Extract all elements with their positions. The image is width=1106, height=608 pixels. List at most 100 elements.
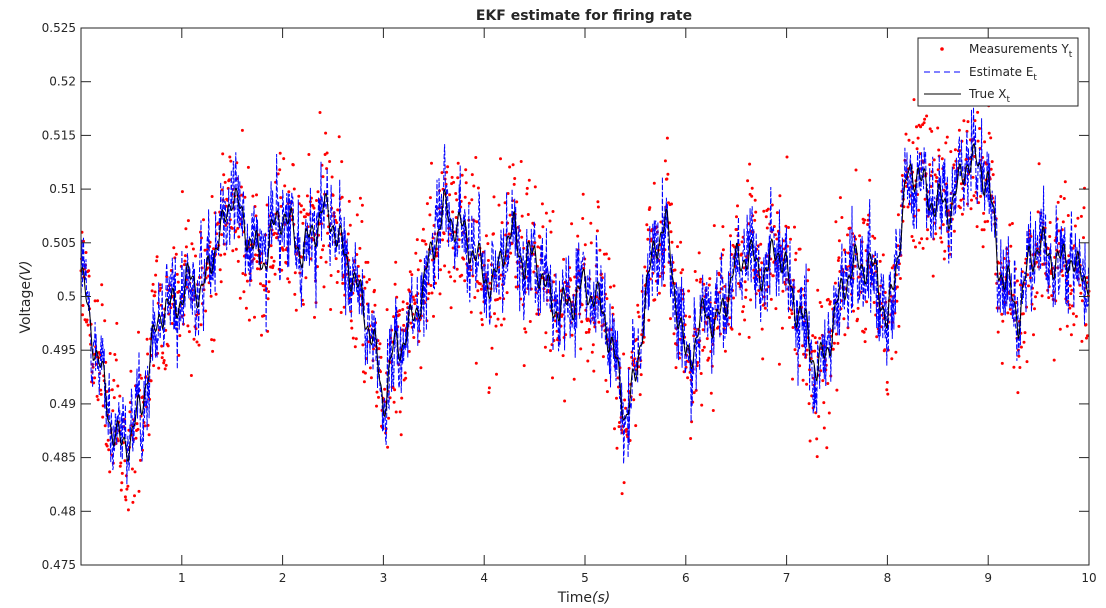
measurement-point: [897, 324, 901, 328]
x-tick-label: 6: [682, 571, 690, 585]
measurement-point: [474, 156, 478, 159]
measurement-point: [637, 315, 641, 319]
measurement-point: [560, 313, 564, 317]
measurement-point: [976, 139, 980, 143]
measurement-point: [1035, 291, 1039, 295]
measurement-point: [432, 314, 435, 318]
measurement-point: [101, 415, 105, 419]
measurement-point: [410, 273, 414, 277]
measurement-point: [780, 326, 784, 330]
measurement-point: [340, 195, 344, 199]
measurement-point: [155, 259, 159, 263]
measurement-point: [508, 213, 512, 217]
measurement-point: [251, 194, 255, 198]
measurement-point: [469, 310, 473, 314]
measurement-point: [760, 261, 764, 265]
measurement-point: [912, 98, 916, 102]
measurement-point: [1010, 222, 1014, 225]
y-tick-label: 0.485: [42, 451, 76, 465]
measurement-point: [925, 237, 929, 241]
measurement-point: [816, 288, 820, 292]
y-tick-label: 0.495: [42, 343, 76, 357]
measurement-point: [192, 337, 196, 341]
measurement-point: [270, 256, 274, 259]
measurement-point: [863, 218, 867, 222]
measurement-point: [305, 194, 309, 198]
measurement-point: [341, 281, 345, 285]
measurement-point: [358, 196, 362, 200]
measurement-point: [748, 162, 752, 166]
measurement-point: [413, 301, 417, 305]
measurement-point: [348, 223, 352, 227]
measurement-point: [325, 151, 329, 155]
measurement-point: [589, 241, 593, 245]
measurement-point: [241, 272, 245, 275]
measurement-point: [267, 280, 271, 284]
measurement-point: [349, 319, 353, 323]
measurement-point: [135, 422, 139, 426]
measurement-point: [100, 303, 104, 307]
measurement-point: [723, 349, 727, 353]
measurement-point: [921, 246, 925, 250]
measurement-point: [149, 379, 153, 383]
measurement-point: [596, 200, 600, 204]
measurement-point: [975, 225, 979, 229]
measurement-point: [503, 201, 507, 205]
measurement-point: [177, 353, 181, 357]
measurement-point: [1069, 333, 1073, 337]
measurement-point: [137, 330, 140, 334]
measurement-point: [928, 127, 932, 131]
measurement-point: [1034, 295, 1037, 299]
measurement-point: [299, 204, 303, 208]
measurement-point: [743, 318, 747, 322]
measurement-point: [1006, 311, 1010, 315]
measurement-point: [85, 318, 89, 322]
measurement-point: [513, 177, 517, 180]
y-tick-label: 0.5: [57, 290, 76, 304]
measurement-point: [96, 299, 100, 303]
measurement-point: [832, 341, 836, 345]
measurement-point: [328, 160, 332, 163]
y-tick-label: 0.505: [42, 236, 76, 250]
measurement-point: [442, 232, 446, 236]
measurement-point: [494, 324, 498, 328]
measurement-point: [665, 136, 669, 140]
measurement-point: [379, 355, 383, 359]
measurement-point: [562, 257, 566, 261]
measurement-point: [618, 421, 621, 424]
measurement-point: [269, 244, 273, 248]
measurement-point: [498, 296, 502, 300]
measurement-point: [544, 211, 548, 215]
measurement-point: [805, 382, 809, 386]
measurement-point: [245, 279, 249, 283]
measurement-point: [200, 236, 203, 240]
measurement-point: [883, 348, 887, 352]
x-tick-label: 3: [380, 571, 388, 585]
measurement-point: [429, 284, 433, 287]
measurement-point: [935, 176, 939, 179]
measurement-point: [912, 239, 915, 243]
measurement-point: [342, 305, 346, 309]
measurement-point: [520, 235, 524, 239]
measurement-point: [421, 227, 425, 231]
measurement-point: [840, 216, 844, 219]
measurement-point: [589, 221, 593, 225]
measurement-point: [701, 348, 705, 352]
measurement-point: [221, 152, 225, 156]
measurement-point: [983, 140, 987, 144]
measurement-point: [854, 168, 858, 172]
measurement-point: [551, 210, 555, 213]
measurement-point: [99, 388, 103, 392]
measurement-point: [541, 225, 545, 229]
measurement-point: [774, 307, 778, 311]
measurement-point: [526, 213, 530, 216]
measurement-point: [549, 349, 552, 353]
measurement-point: [281, 248, 285, 252]
measurement-point: [464, 181, 468, 185]
measurement-point: [634, 424, 638, 428]
measurement-point: [472, 184, 476, 188]
measurement-point: [355, 253, 359, 256]
measurement-point: [266, 297, 270, 301]
measurement-point: [278, 151, 282, 155]
